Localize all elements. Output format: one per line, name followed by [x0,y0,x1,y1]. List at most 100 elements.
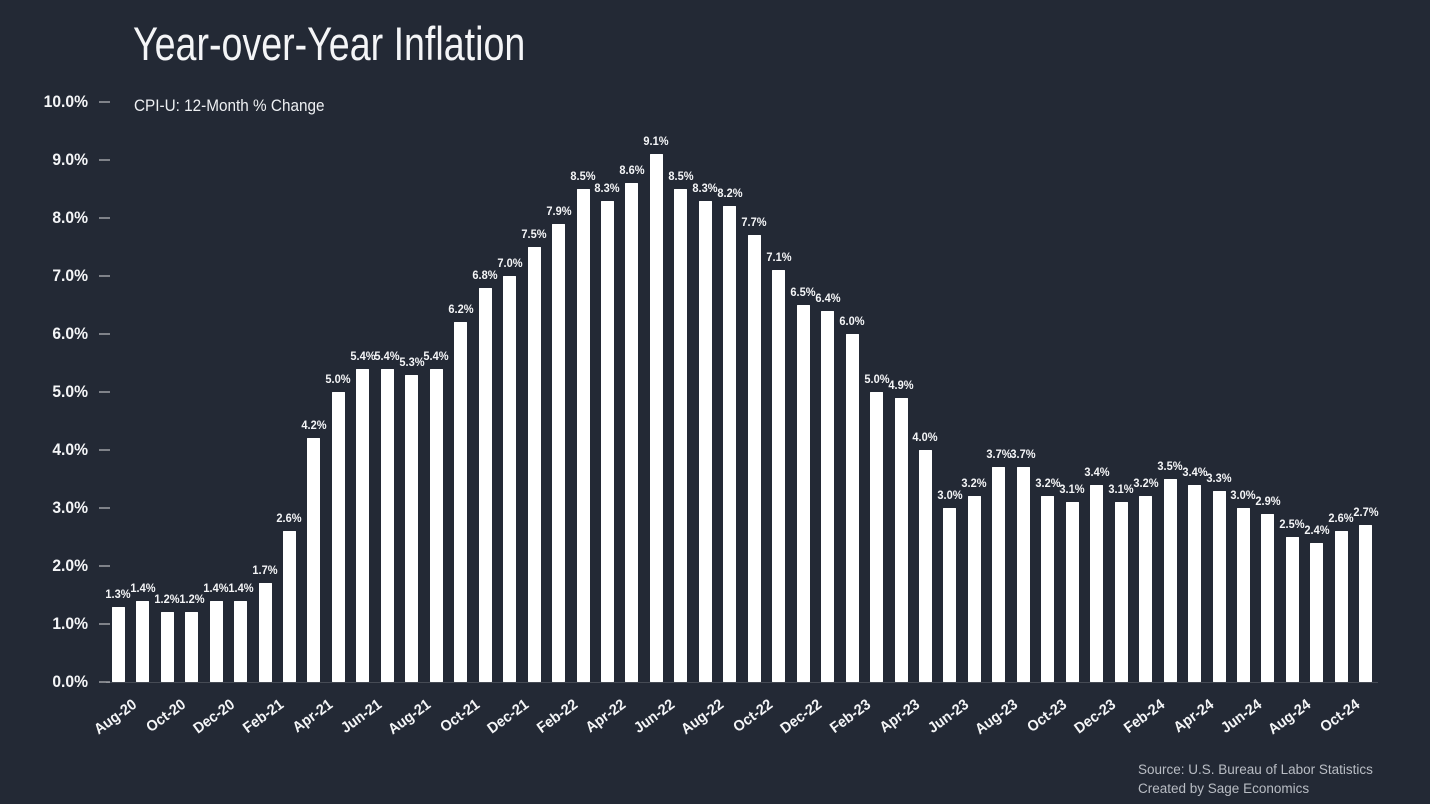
bar [307,438,321,682]
bar-value-label: 8.5% [668,169,694,183]
bar-value-label: 3.2% [1133,476,1159,491]
bar-value-label: 3.7% [986,447,1012,462]
bar-value-label: 7.9% [545,203,572,218]
bar-value-label: 2.9% [1255,493,1281,508]
bar-value-label: 1.4% [203,580,229,595]
bar-value-label: 3.7% [1010,447,1036,462]
bar [331,392,345,682]
x-axis-tick-label: Feb-24 [1120,696,1168,737]
bar [576,189,590,682]
bar [234,600,248,682]
bar-value-label: 6.2% [448,302,474,317]
bar [356,368,370,682]
bar [1359,525,1373,682]
source-line: Source: U.S. Bureau of Labor Statistics [1138,762,1373,777]
bar-value-label: 3.2% [961,476,987,491]
bar-value-label: 7.1% [766,250,792,265]
x-axis-tick-label: Apr-22 [582,696,630,737]
bar-value-label: 1.7% [252,563,278,578]
bar-value-label: 5.0% [325,372,351,386]
x-axis-baseline [106,682,1378,683]
bar [649,154,663,682]
x-axis-tick-label: Apr-24 [1170,696,1217,737]
bar-value-label: 6.5% [790,285,816,299]
y-axis-tick-mark [99,565,110,567]
bar [747,235,761,682]
bar-value-label: 3.4% [1181,464,1208,479]
bar [1212,490,1226,682]
bar [674,189,688,682]
y-axis-tick-mark [99,101,110,103]
x-axis-tick-label: Aug-21 [384,696,434,739]
x-axis-tick-label: Oct-23 [1023,696,1070,736]
bar-value-label: 8.2% [717,186,743,201]
bar-value-label: 8.6% [619,163,645,178]
x-axis: Aug-20 Oct-20 Dec-20 Feb-21 Apr-21 Jun-21 Aug-… [0,682,1430,762]
y-axis-tick-mark [99,507,110,509]
x-axis-tick-label: Apr-21 [289,696,336,737]
bar [796,305,810,682]
y-axis-tick-label: 5.0% [52,382,88,401]
bar [1285,537,1299,682]
bar-value-label: 5.4% [423,348,449,363]
chart-subtitle: CPI-U: 12-Month % Change [134,96,325,115]
bar-value-label: 5.0% [863,372,890,386]
bar-value-label: 3.1% [1108,482,1134,497]
bar-value-label: 8.3% [594,180,621,195]
bar [552,223,566,682]
x-axis-tick-label: Aug-24 [1265,696,1315,739]
bar [1041,496,1055,682]
bar-value-label: 8.5% [570,169,596,183]
y-axis-tick-label: 10.0% [43,92,88,111]
bar-value-label: 1.2% [179,592,205,607]
x-axis-tick-label: Jun-23 [924,696,972,737]
bar [772,270,786,682]
bar [870,392,884,682]
bar-value-label: 7.7% [741,215,767,230]
bar-value-label: 3.5% [1157,459,1183,473]
y-axis-tick-label: 6.0% [52,324,88,343]
bar [698,200,712,682]
credit-line: Created by Sage Economics [1138,781,1310,796]
y-axis-tick-label: 7.0% [52,266,88,285]
bar [1188,484,1202,682]
x-axis-tick-label: Feb-23 [826,696,875,737]
bar [625,183,639,682]
bar-value-label: 3.0% [1230,488,1257,502]
bar-value-label: 6.4% [815,290,841,305]
bar-value-label: 5.3% [399,354,425,369]
bar-value-label: 7.5% [521,227,547,241]
bar [600,200,614,682]
bar-value-label: 9.1% [643,134,669,149]
bar-value-label: 3.2% [1035,476,1061,491]
y-axis-tick-label: 1.0% [52,614,88,633]
x-axis-tick-label: Dec-22 [777,696,826,738]
x-axis-tick-label: Dec-23 [1070,696,1119,738]
y-axis-tick-mark [99,333,110,335]
bar [1310,542,1324,682]
x-axis-tick-label: Dec-20 [190,696,239,738]
y-axis-tick-mark [99,159,110,161]
bar [1261,513,1275,682]
y-axis-tick-label: 4.0% [52,440,88,459]
bar [405,374,419,682]
bar [1065,502,1079,682]
bar-value-label: 3.0% [937,488,963,502]
bar [967,496,981,682]
y-axis-tick-mark [99,681,110,683]
bar [454,322,468,682]
plot-area: 1.3% 1.4% 1.2% 1.2% 1.4% 1.4% 1.7% 2.6% 4.2% 5.0%… [106,102,1378,682]
bar [258,583,272,682]
y-axis-tick-label: 8.0% [52,208,88,227]
y-axis-tick-mark [99,275,110,277]
x-axis-tick-label: Dec-21 [483,696,532,738]
x-axis-tick-label: Oct-20 [143,696,190,736]
bar-value-label: 1.4% [227,580,254,595]
chart-title: Year-over-Year Inflation [133,17,526,70]
bar [1334,531,1348,682]
y-axis-tick-mark [99,623,110,625]
bar [1163,479,1177,682]
bar-value-label: 1.4% [130,580,156,595]
bar-value-label: 3.4% [1084,464,1110,479]
bar-value-label: 5.4% [374,348,400,363]
